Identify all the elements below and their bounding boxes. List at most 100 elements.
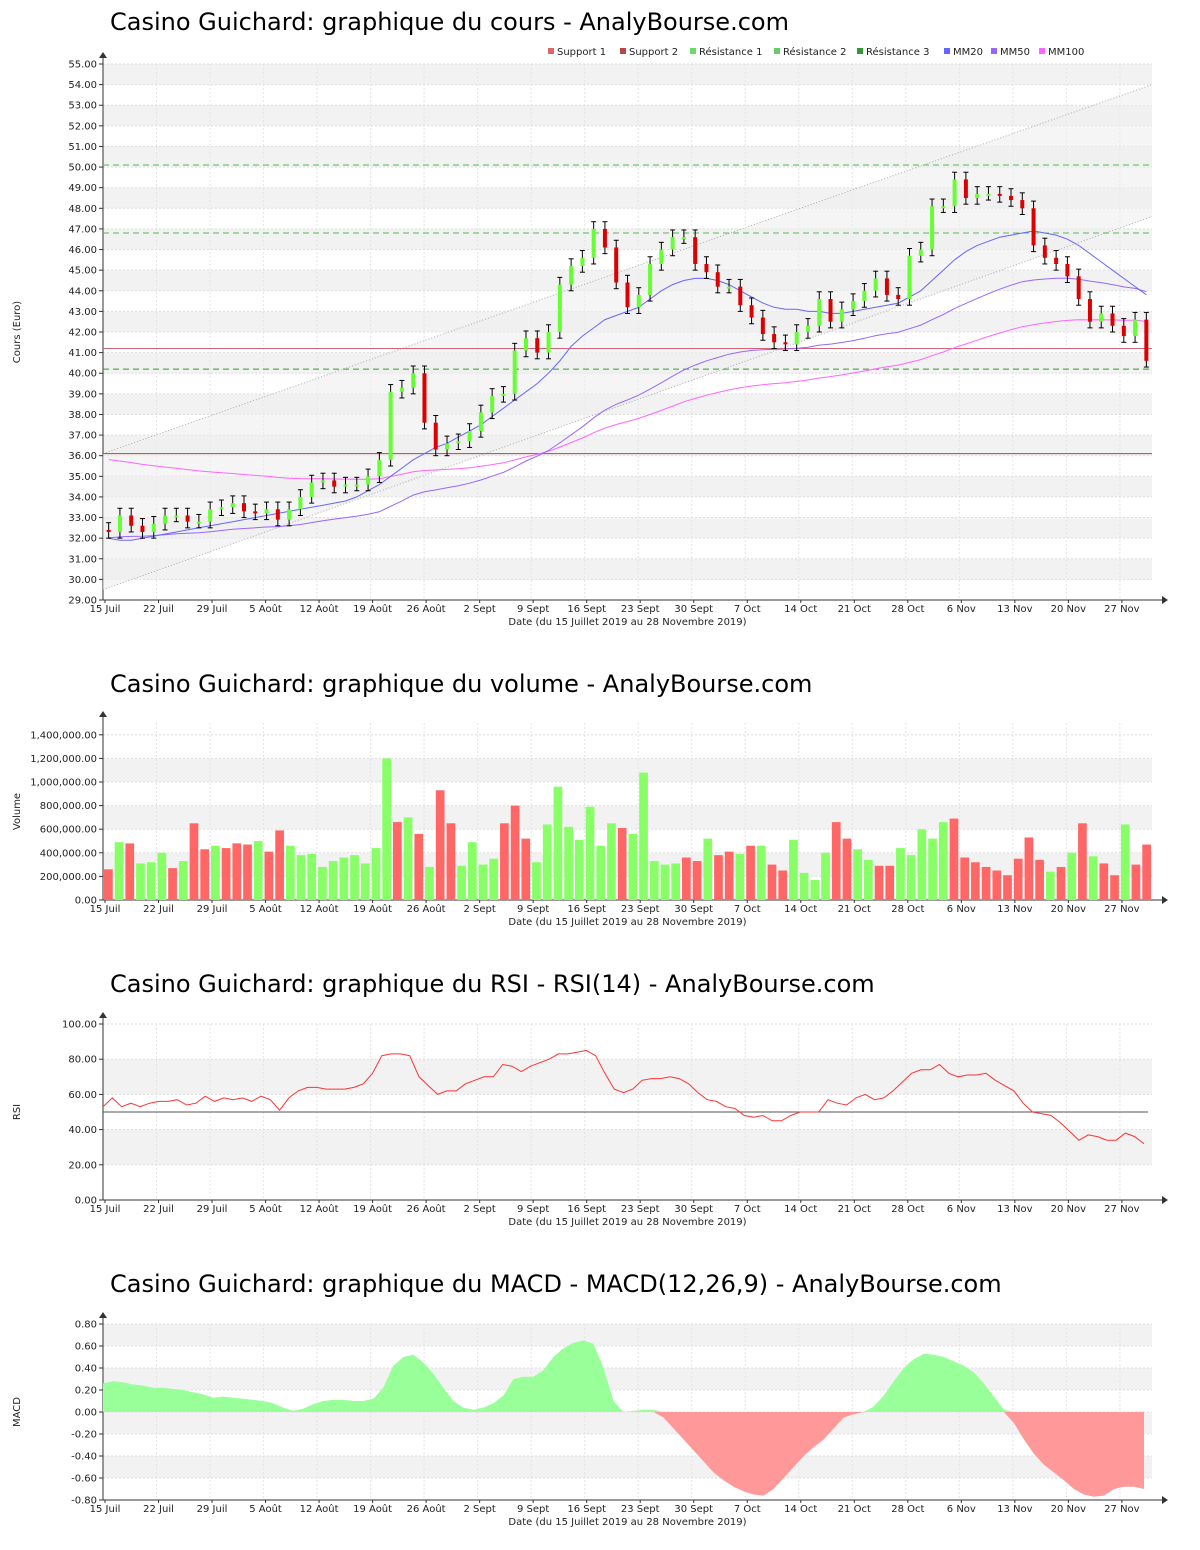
volume-bar xyxy=(350,855,359,900)
x-axis-arrow xyxy=(1162,596,1168,604)
volume-bar xyxy=(617,828,627,900)
y-tick-label: 46.00 xyxy=(68,245,97,256)
macd-y-axis-label: MACD xyxy=(12,1397,23,1427)
y-axis-arrow xyxy=(99,711,107,717)
y-tick-label: 42.00 xyxy=(68,328,97,339)
candle-body xyxy=(715,272,720,287)
x-tick-label: 27 Nov xyxy=(1104,1504,1140,1515)
volume-bar xyxy=(810,879,820,900)
x-tick-label: 2 Sept xyxy=(463,1504,495,1515)
volume-bar xyxy=(553,786,563,900)
volume-bar xyxy=(457,865,466,900)
volume-bar xyxy=(831,822,841,900)
volume-bar xyxy=(414,833,424,900)
y-tick-label: 54.00 xyxy=(68,80,97,91)
y-tick-label: -0.80 xyxy=(71,1496,97,1507)
volume-bar xyxy=(521,838,531,900)
x-tick-label: 30 Sept xyxy=(674,1504,713,1515)
candle-body xyxy=(1144,319,1149,361)
grid-band xyxy=(103,517,1152,539)
candle-body xyxy=(129,515,134,526)
candle-body xyxy=(557,284,562,332)
volume-bar xyxy=(692,861,702,900)
rsi-chart-title: Casino Guichard: graphique du RSI - RSI(… xyxy=(110,970,875,998)
x-tick-label: 5 Août xyxy=(249,1503,282,1515)
candle-body xyxy=(422,373,427,423)
candle-body xyxy=(512,350,517,394)
y-tick-label: 40.00 xyxy=(68,1125,97,1136)
y-tick-label: 1,000,000.00 xyxy=(30,778,97,789)
x-tick-label: 9 Sept xyxy=(517,1504,549,1515)
x-tick-label: 14 Oct xyxy=(784,904,817,915)
candle-body xyxy=(253,511,258,514)
candle-body xyxy=(648,263,653,295)
candle-body xyxy=(1110,313,1115,326)
x-tick-label: 15 Juil xyxy=(90,604,121,615)
y-tick-label: 36.00 xyxy=(68,451,97,462)
x-tick-label: 29 Juil xyxy=(197,1504,228,1515)
x-tick-label: 19 Août xyxy=(353,903,392,915)
volume-bar xyxy=(917,829,927,900)
volume-bar xyxy=(906,855,916,900)
candle-body xyxy=(399,387,404,392)
x-tick-label: 19 Août xyxy=(353,1203,392,1215)
x-axis-label: Date (du 15 Juillet 2019 au 28 Novembre … xyxy=(508,1517,746,1528)
candle-body xyxy=(614,247,619,283)
candle-body xyxy=(433,422,438,450)
volume-bar xyxy=(189,823,199,900)
volume-bar xyxy=(446,823,456,900)
volume-bar xyxy=(425,866,434,900)
x-tick-label: 12 Août xyxy=(300,1203,339,1215)
y-tick-label: -0.20 xyxy=(71,1430,97,1441)
x-tick-label: 26 Août xyxy=(407,1503,446,1515)
x-tick-label: 29 Juil xyxy=(197,604,228,615)
mm100-line xyxy=(108,319,1147,480)
candle-body xyxy=(749,305,754,318)
volume-bar xyxy=(596,845,606,900)
x-tick-label: 12 Août xyxy=(300,603,339,615)
grid-band xyxy=(103,558,1152,580)
volume-bar xyxy=(510,805,520,900)
volume-bar xyxy=(735,853,745,900)
legend-label: MM20 xyxy=(953,47,983,58)
volume-bar xyxy=(853,849,862,900)
x-tick-label: 5 Août xyxy=(249,1203,282,1215)
volume-bar xyxy=(767,864,777,900)
x-tick-label: 23 Sept xyxy=(621,904,660,915)
y-tick-label: 47.00 xyxy=(68,224,97,235)
x-tick-label: 13 Nov xyxy=(997,1204,1033,1215)
trend-channel-lower xyxy=(102,216,1153,591)
mm50-line xyxy=(108,277,1147,539)
volume-bar xyxy=(992,870,1002,900)
volume-bar xyxy=(114,842,124,900)
volume-bar xyxy=(104,869,113,900)
rsi-y-axis-label: RSI xyxy=(12,1104,23,1120)
x-tick-label: 13 Nov xyxy=(997,1504,1033,1515)
grid-band xyxy=(103,64,1152,85)
x-tick-label: 28 Oct xyxy=(891,1204,924,1215)
volume-bar xyxy=(896,848,905,900)
volume-bar xyxy=(960,857,970,900)
x-tick-label: 13 Nov xyxy=(997,604,1033,615)
x-tick-label: 19 Août xyxy=(353,603,392,615)
volume-bar xyxy=(296,855,306,900)
y-tick-label: 80.00 xyxy=(68,1055,97,1066)
volume-bar xyxy=(682,857,691,900)
x-tick-label: 9 Sept xyxy=(517,604,549,615)
candle-body xyxy=(1099,313,1104,322)
candle-body xyxy=(580,257,585,267)
candle-body xyxy=(997,193,1002,196)
candle-body xyxy=(727,286,732,289)
candle-body xyxy=(445,443,450,450)
trend-channel xyxy=(103,84,1152,590)
x-axis-label: Date (du 15 Juillet 2019 au 28 Novembre … xyxy=(508,917,746,928)
volume-bar xyxy=(874,865,884,900)
y-tick-label: 0.40 xyxy=(75,1364,97,1375)
legend-swatch xyxy=(1039,48,1045,54)
candle-body xyxy=(501,393,506,396)
x-tick-label: 7 Oct xyxy=(734,904,761,915)
y-tick-label: -0.40 xyxy=(71,1452,97,1463)
x-axis-arrow xyxy=(1162,1496,1168,1504)
x-tick-label: 27 Nov xyxy=(1104,1204,1140,1215)
x-tick-label: 22 Juil xyxy=(143,604,174,615)
